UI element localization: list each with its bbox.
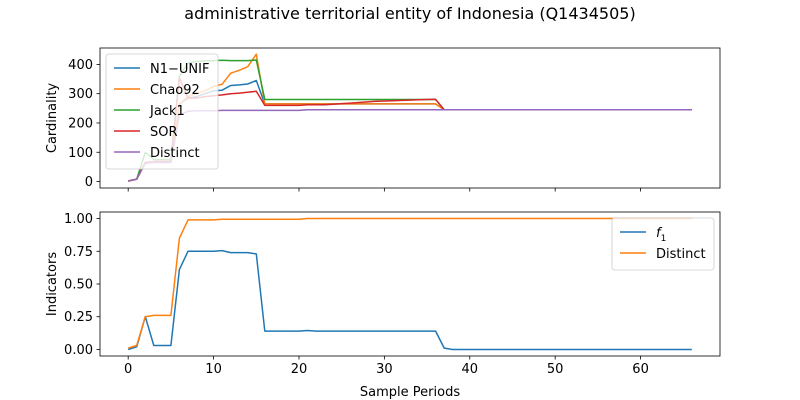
x-tick-label: 10 <box>205 362 222 377</box>
legend-label: f1 <box>656 226 666 244</box>
y-tick-label: 300 <box>68 87 93 102</box>
series-line-4 <box>128 109 692 182</box>
series-line-1 <box>127 217 692 349</box>
x-tick-label: 50 <box>547 362 564 377</box>
y-tick-label: 0.00 <box>64 343 93 358</box>
x-tick-label: 40 <box>462 362 479 377</box>
x-tick-label: 60 <box>632 362 649 377</box>
y-axis-label: Cardinality <box>45 83 60 154</box>
axes-frame <box>99 47 721 189</box>
legend: f1 Distinct <box>611 217 715 271</box>
legend-label: Jack1 <box>149 104 185 119</box>
legend-label: N1−UNIF <box>150 62 209 77</box>
x-axis-label: Sample Periods <box>360 385 460 400</box>
legend-label: Distinct <box>656 247 706 262</box>
y-tick-label: 400 <box>68 58 93 73</box>
legend-box <box>105 53 219 170</box>
legend-label: Distinct <box>150 146 200 161</box>
y-tick-label: 0.25 <box>64 310 93 325</box>
legend-label: SOR <box>150 125 178 140</box>
cardinality-chart: 0 100 200 300 400 Cardinality N1−UNIF Chao92 Jac… <box>45 47 721 192</box>
y-tick-label: 1.00 <box>64 212 93 227</box>
legend-label: Chao92 <box>150 83 200 98</box>
x-tick-label: 30 <box>376 362 393 377</box>
y-tick-label: 0.75 <box>64 245 93 260</box>
y-tick-label: 0.50 <box>64 278 93 293</box>
y-tick-label: 100 <box>68 146 93 161</box>
y-tick-label: 200 <box>68 116 93 131</box>
legend: N1−UNIF Chao92 Jack1 SOR Distinct <box>105 53 219 170</box>
x-tick-label: 0 <box>124 362 132 377</box>
legend-box <box>611 217 715 271</box>
series-line-0 <box>127 249 692 351</box>
y-axis-label: Indicators <box>45 252 60 316</box>
indicators-chart: 0 10 20 30 40 50 60 0.00 0.25 0.50 0.75 1.00 Indicat… <box>45 211 721 400</box>
y-tick-label: 0 <box>85 175 93 190</box>
figure-title: administrative territorial entity of Ind… <box>184 4 635 23</box>
x-tick-label: 20 <box>291 362 308 377</box>
